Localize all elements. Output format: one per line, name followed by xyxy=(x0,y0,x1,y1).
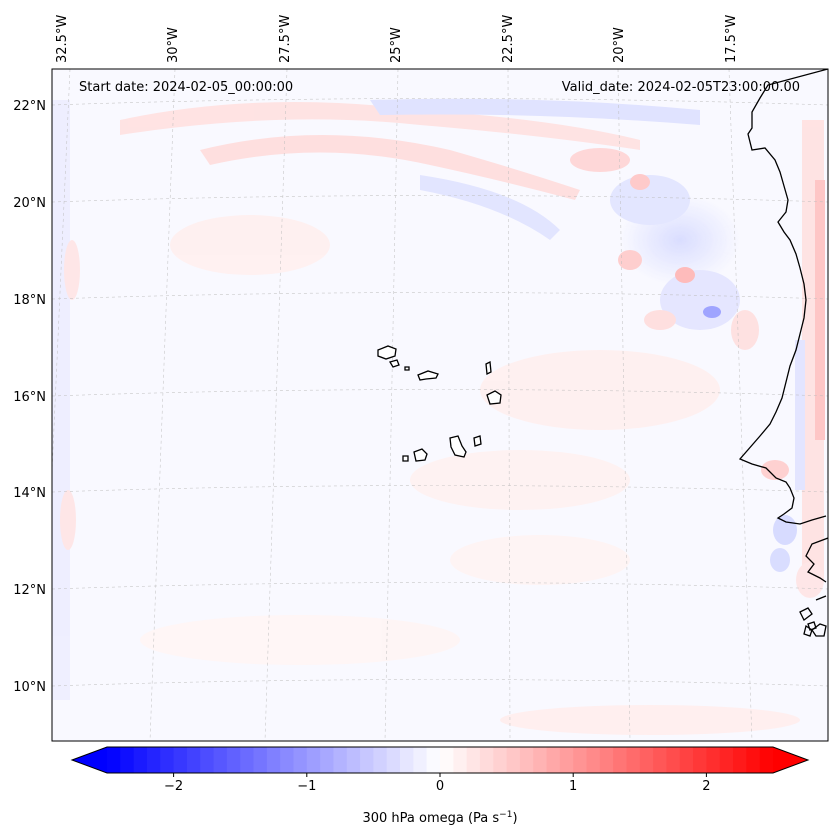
map-panel: Start date: 2024-02-05_00:00:00 Valid_da… xyxy=(52,69,828,741)
island-santo-antao xyxy=(377,345,397,360)
colorbar-tick-label: 1 xyxy=(569,779,577,794)
colorbar-outline xyxy=(70,746,810,774)
colorbar-cell xyxy=(200,747,215,773)
island-santa-luzia xyxy=(404,366,410,371)
colorbar-cell xyxy=(440,747,454,773)
colorbar-tick-label: 0 xyxy=(436,779,444,794)
lat-label-10n: 10°N xyxy=(13,680,46,695)
lat-label-20n: 20°N xyxy=(13,196,46,211)
colorbar-cell xyxy=(266,747,281,773)
colorbar-cell xyxy=(466,747,481,773)
colorbar-cell xyxy=(586,747,601,773)
colorbar-cells xyxy=(107,747,774,773)
colorbar-cell xyxy=(160,747,175,773)
colorbar-cell xyxy=(533,747,548,773)
colorbar-cell xyxy=(519,747,534,773)
colorbar-cell xyxy=(679,747,694,773)
island-maio xyxy=(473,435,482,447)
colorbar-cell xyxy=(333,747,348,773)
colorbar-cell xyxy=(653,747,667,773)
colorbar-extend-low xyxy=(72,747,107,773)
colorbar-cell xyxy=(240,747,255,773)
colorbar-cell xyxy=(666,747,681,773)
colorbar-cell xyxy=(253,747,268,773)
colorbar: −2 −1 0 1 2 300 hPa omega (Pa s−1) xyxy=(70,746,810,826)
lon-label-32-5w: 32.5°W xyxy=(55,15,70,63)
island-fogo xyxy=(413,448,428,462)
lon-label-17-5w: 17.5°W xyxy=(724,15,739,63)
cape-verde-islands xyxy=(377,345,502,462)
colorbar-tick-label: −2 xyxy=(164,779,183,794)
colorbar-cell xyxy=(599,747,614,773)
colorbar-cell xyxy=(346,747,361,773)
colorbar-cell xyxy=(733,747,747,773)
colorbar-cell xyxy=(573,747,588,773)
colorbar-cell xyxy=(759,747,774,773)
colorbar-cell xyxy=(746,747,761,773)
colorbar-cell xyxy=(213,747,228,773)
lon-label-27-5w: 27.5°W xyxy=(278,15,293,63)
lat-label-12n: 12°N xyxy=(13,583,46,598)
colorbar-cell xyxy=(719,747,734,773)
map-frame xyxy=(51,68,829,742)
colorbar-cell xyxy=(107,747,121,773)
colorbar-cell xyxy=(400,747,414,773)
colorbar-label-exponent: −1 xyxy=(499,810,512,820)
colorbar-cell xyxy=(479,747,494,773)
colorbar-cell xyxy=(413,747,428,773)
colorbar-cell xyxy=(120,747,135,773)
colorbar-ticks: −2 −1 0 1 2 xyxy=(164,773,711,794)
start-date-label: Start date: 2024-02-05_00:00:00 xyxy=(79,80,293,95)
colorbar-cell xyxy=(373,747,388,773)
island-santiago xyxy=(449,435,467,458)
lon-label-22-5w: 22.5°W xyxy=(501,15,516,63)
colorbar-cell xyxy=(386,747,401,773)
colorbar-cell xyxy=(493,747,508,773)
colorbar-cell xyxy=(453,747,468,773)
colorbar-cell xyxy=(613,747,627,773)
lon-label-30w: 30°W xyxy=(166,27,181,63)
island-sao-nicolau xyxy=(417,370,439,381)
colorbar-tick-label: 2 xyxy=(702,779,710,794)
lat-label-16n: 16°N xyxy=(13,390,46,405)
island-boa-vista xyxy=(486,390,502,405)
colorbar-cell xyxy=(186,747,201,773)
latitude-labels: 22°N 20°N 18°N 16°N 14°N 12°N 10°N xyxy=(13,99,46,695)
island-brava xyxy=(402,455,409,462)
colorbar-cell xyxy=(706,747,721,773)
colorbar-cell xyxy=(546,747,561,773)
lat-label-14n: 14°N xyxy=(13,486,46,501)
colorbar-tick-label: −1 xyxy=(297,779,316,794)
lat-label-18n: 18°N xyxy=(13,293,46,308)
colorbar-cell xyxy=(639,747,654,773)
colorbar-cell xyxy=(426,747,441,773)
lat-label-22n: 22°N xyxy=(13,99,46,114)
valid-date-label: Valid_date: 2024-02-05T23:00:00.00 xyxy=(562,80,800,95)
colorbar-cell xyxy=(626,747,641,773)
island-sao-vicente xyxy=(389,359,400,368)
colorbar-label: 300 hPa omega (Pa s−1) xyxy=(362,810,517,826)
colorbar-cell xyxy=(559,747,574,773)
colorbar-cell xyxy=(320,747,334,773)
colorbar-cell xyxy=(133,747,148,773)
colorbar-cell xyxy=(280,747,294,773)
colorbar-cell xyxy=(173,747,188,773)
lon-label-25w: 25°W xyxy=(389,27,404,63)
colorbar-cell xyxy=(506,747,521,773)
lon-label-20w: 20°W xyxy=(612,27,627,63)
colorbar-extend-high xyxy=(773,747,808,773)
island-sal xyxy=(485,360,492,376)
colorbar-cell xyxy=(146,747,161,773)
colorbar-cell xyxy=(360,747,374,773)
graticule xyxy=(52,69,828,741)
colorbar-cell xyxy=(293,747,308,773)
longitude-labels: 32.5°W 30°W 27.5°W 25°W 22.5°W 20°W 17.5… xyxy=(55,15,739,63)
colorbar-cell xyxy=(693,747,707,773)
colorbar-cell xyxy=(226,747,241,773)
omega-field xyxy=(52,98,825,735)
colorbar-cell xyxy=(306,747,321,773)
africa-coastline xyxy=(738,69,828,637)
